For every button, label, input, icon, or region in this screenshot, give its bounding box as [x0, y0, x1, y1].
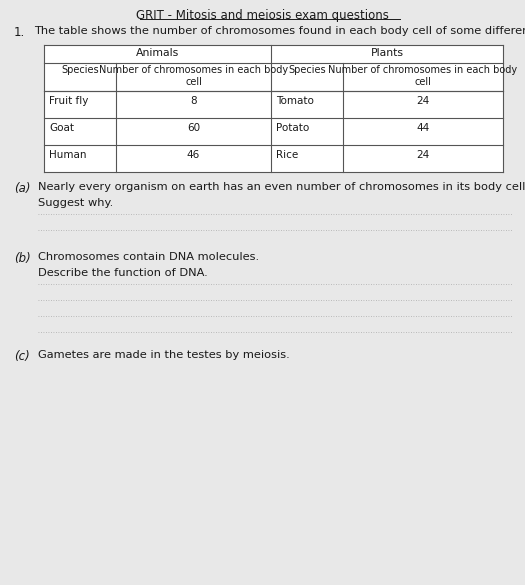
Text: Number of chromosomes in each body
cell: Number of chromosomes in each body cell: [329, 65, 518, 87]
Text: 1.: 1.: [14, 26, 25, 39]
Text: (a): (a): [14, 182, 30, 195]
Text: GRIT - Mitosis and meiosis exam questions: GRIT - Mitosis and meiosis exam question…: [135, 9, 388, 22]
Text: 24: 24: [416, 150, 429, 160]
Bar: [44, 45, 503, 172]
Text: Describe the function of DNA.: Describe the function of DNA.: [38, 268, 208, 278]
Text: 8: 8: [190, 96, 197, 106]
Text: Animals: Animals: [136, 48, 179, 58]
Text: Chromosomes contain DNA molecules.: Chromosomes contain DNA molecules.: [38, 252, 259, 262]
Text: Suggest why.: Suggest why.: [38, 198, 113, 208]
Text: 44: 44: [416, 123, 429, 133]
Text: 24: 24: [416, 96, 429, 106]
Text: Human: Human: [49, 150, 87, 160]
Text: Gametes are made in the testes by meiosis.: Gametes are made in the testes by meiosi…: [38, 350, 290, 360]
Text: Potato: Potato: [276, 123, 309, 133]
Text: Species: Species: [288, 65, 326, 75]
Text: Number of chromosomes in each body
cell: Number of chromosomes in each body cell: [99, 65, 288, 87]
Text: Plants: Plants: [371, 48, 404, 58]
Text: Rice: Rice: [276, 150, 298, 160]
Text: Nearly every organism on earth has an even number of chromosomes in its body cel: Nearly every organism on earth has an ev…: [38, 182, 525, 192]
Text: 46: 46: [187, 150, 200, 160]
Text: (b): (b): [14, 252, 31, 265]
Text: Species: Species: [61, 65, 99, 75]
Text: The table shows the number of chromosomes found in each body cell of some differ: The table shows the number of chromosome…: [34, 26, 525, 36]
Text: (c): (c): [14, 350, 30, 363]
Text: Goat: Goat: [49, 123, 74, 133]
Text: Fruit fly: Fruit fly: [49, 96, 88, 106]
Text: Tomato: Tomato: [276, 96, 314, 106]
Text: 60: 60: [187, 123, 200, 133]
